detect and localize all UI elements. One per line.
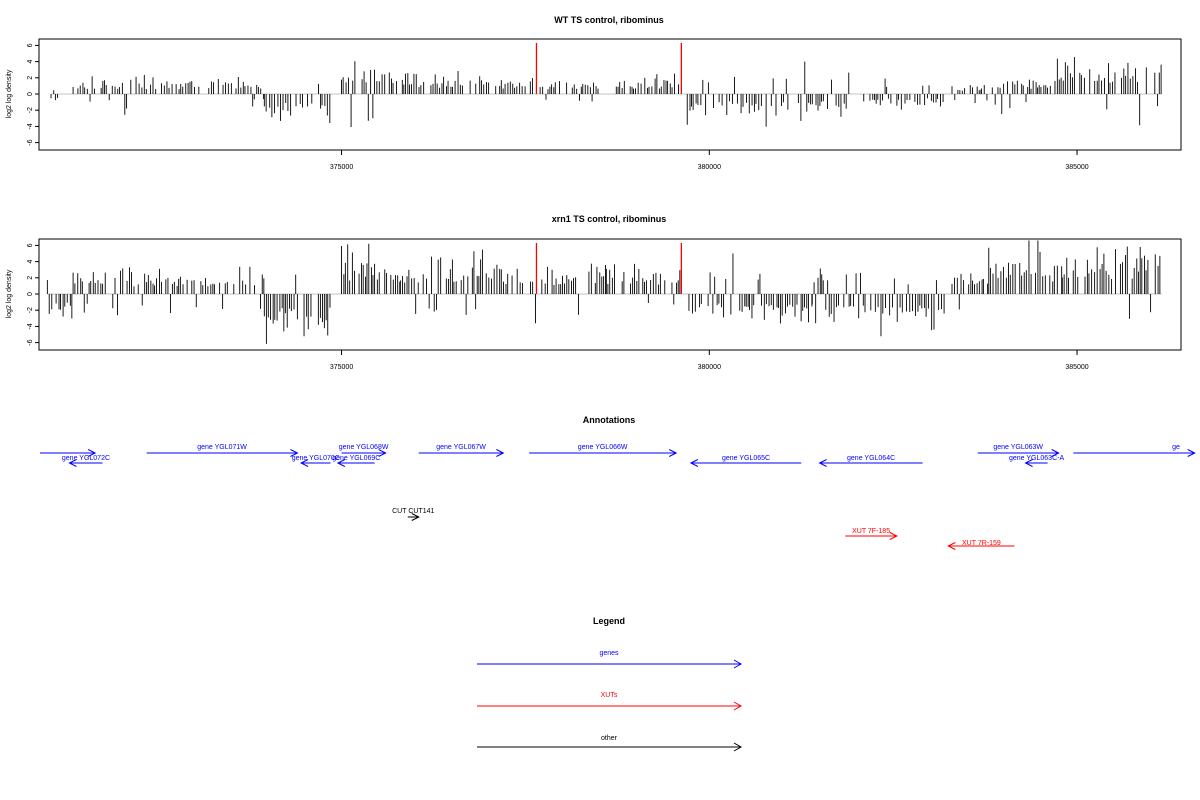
- y-tick-label: -2: [27, 307, 34, 313]
- y-tick-label: 2: [27, 76, 34, 80]
- y-axis-label: log2 log density: [6, 269, 13, 318]
- y-tick-label: 2: [27, 276, 34, 280]
- arrowhead-icon: [733, 742, 743, 752]
- x-tick-label: 375000: [330, 164, 353, 171]
- feature-label: XUT 7F-185: [852, 528, 890, 535]
- feature-label: gene YGL067W: [436, 444, 486, 451]
- y-tick-label: 0: [27, 292, 34, 296]
- arrowhead-icon: [378, 449, 387, 457]
- axes: -6 -4 -2 0 2 4 6 375000 380000 385000: [27, 43, 1089, 171]
- legend-label: XUTs: [601, 692, 618, 699]
- arrowhead-icon: [68, 459, 77, 467]
- arrowhead-icon: [1051, 449, 1060, 457]
- arrowhead-icon: [689, 459, 699, 467]
- annotation-feature: gene YGL072C: [62, 455, 110, 467]
- feature-label: gene YGL066W: [578, 444, 628, 451]
- arrowhead-icon: [668, 449, 678, 457]
- x-tick-label: 375000: [330, 364, 353, 371]
- annotation-track: Annotations gene YGL072C gene YGL071W gene…: [40, 415, 1196, 550]
- annotations-title: Annotations: [583, 415, 636, 425]
- coverage-bars: [50, 42, 1162, 128]
- arrowhead-icon: [947, 542, 956, 550]
- legend-label: other: [601, 735, 618, 742]
- arrowhead-icon: [290, 449, 299, 457]
- annotation-feature: XUT 7F-185: [845, 528, 898, 540]
- feature-label: gene YGL068W: [339, 444, 389, 451]
- legend: Legend genes XUTs other: [477, 616, 743, 752]
- annotation-feature: gene YGL064C: [818, 455, 923, 467]
- y-axis-label: log2 log density: [6, 69, 13, 118]
- annotation-feature: XUT 7R-159: [947, 540, 1015, 550]
- feature-label: gene YGL064C: [847, 455, 895, 462]
- annotation-feature: gene YGL063W: [977, 444, 1060, 457]
- y-tick-label: -2: [27, 107, 34, 113]
- legend-item-xuts: XUTs: [477, 692, 743, 711]
- arrowhead-icon: [411, 513, 420, 521]
- arrowhead-icon: [733, 659, 743, 669]
- arrowhead-icon: [1187, 449, 1196, 457]
- annotation-feature: gene YGL069C: [332, 455, 380, 467]
- feature-label: gene YGL070C: [292, 455, 340, 462]
- legend-label: genes: [599, 650, 619, 657]
- arrowhead-icon: [1024, 459, 1033, 467]
- annotation-feature: gene YGL066W: [529, 444, 678, 457]
- feature-label: ge: [1172, 444, 1180, 451]
- arrowhead-icon: [733, 701, 743, 711]
- annotation-feature: gene YGL070C: [292, 455, 340, 467]
- feature-label: gene YGL063W: [993, 444, 1043, 451]
- arrowhead-icon: [889, 532, 898, 540]
- annotation-feature: gene YGL063C-A: [1009, 455, 1064, 467]
- arrowhead-icon: [299, 459, 309, 467]
- annotation-feature: CUT CUT141: [392, 508, 434, 521]
- coverage-bars: [46, 240, 1162, 344]
- feature-label: gene YGL072C: [62, 455, 110, 462]
- annotation-feature: gene YGL068W: [339, 444, 389, 457]
- legend-item-genes: genes: [477, 650, 743, 669]
- feature-label: XUT 7R-159: [962, 540, 1001, 547]
- y-tick-label: 4: [27, 260, 34, 264]
- feature-label: gene YGL071W: [197, 444, 247, 451]
- annotation-feature: gene YGL071W: [146, 444, 299, 457]
- xrn1-coverage-panel: xrn1 TS control, ribominus log2 log dens…: [6, 214, 1182, 371]
- axes: -6 -4 -2 0 2 4 6 375000 380000 385000: [27, 243, 1089, 371]
- annotation-feature: gene YGL065C: [689, 455, 802, 467]
- y-tick-label: 6: [27, 43, 34, 47]
- y-tick-label: -6: [27, 339, 34, 345]
- y-tick-label: 6: [27, 243, 34, 247]
- y-tick-label: 0: [27, 92, 34, 96]
- y-tick-label: 4: [27, 60, 34, 64]
- annotation-feature: ge: [1073, 444, 1196, 457]
- panel-title: WT TS control, ribominus: [554, 15, 664, 25]
- feature-label: gene YGL063C-A: [1009, 455, 1064, 462]
- feature-label: gene YGL065C: [722, 455, 770, 462]
- x-tick-label: 380000: [698, 164, 721, 171]
- arrowhead-icon: [87, 449, 97, 457]
- feature-label: CUT CUT141: [392, 508, 434, 515]
- legend-item-other: other: [477, 735, 743, 752]
- panel-title: xrn1 TS control, ribominus: [552, 214, 667, 224]
- y-tick-label: -4: [27, 123, 34, 129]
- x-tick-label: 385000: [1065, 164, 1088, 171]
- arrowhead-icon: [496, 449, 505, 457]
- legend-title: Legend: [593, 616, 625, 626]
- arrowhead-icon: [336, 459, 346, 467]
- y-tick-label: -6: [27, 139, 34, 145]
- annotation-feature: [40, 449, 97, 457]
- x-tick-label: 385000: [1065, 364, 1088, 371]
- annotation-feature: gene YGL067W: [418, 444, 505, 457]
- arrowhead-icon: [818, 459, 827, 467]
- x-tick-label: 380000: [698, 364, 721, 371]
- feature-label: gene YGL069C: [332, 455, 380, 462]
- y-tick-label: -4: [27, 323, 34, 329]
- wt-coverage-panel: WT TS control, ribominus log2 log densit…: [6, 15, 1182, 171]
